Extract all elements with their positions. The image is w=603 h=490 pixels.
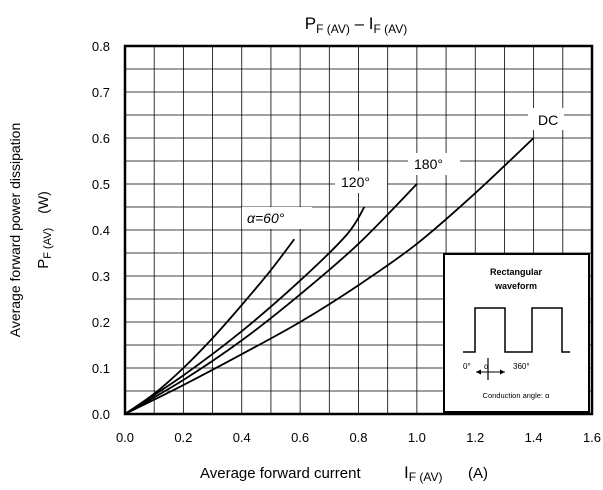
x-tick-label: 0.8 — [349, 430, 367, 445]
y-tick-label: 0.3 — [92, 269, 110, 284]
y-tick-label: 0.4 — [92, 223, 110, 238]
y-tick-label: 0.7 — [92, 85, 110, 100]
x-tick-label: 0.0 — [116, 430, 134, 445]
y-tick-label: 0.6 — [92, 131, 110, 146]
y-tick-label: 0.2 — [92, 315, 110, 330]
y-axis-label-line2: PF (AV)(W) — [35, 191, 54, 269]
plot-frame — [123, 44, 594, 416]
svg-text:180°: 180° — [414, 156, 443, 172]
series-line-1 — [124, 206, 366, 415]
series-label-60: α=60° — [242, 207, 312, 229]
y-tick-label: 0.5 — [92, 177, 110, 192]
x-tick-label: 1.0 — [408, 430, 426, 445]
y-tick-label: 0.8 — [92, 39, 110, 54]
y-tick-label: 0.1 — [92, 361, 110, 376]
x-tick-label: 1.4 — [525, 430, 543, 445]
tick-labels: 0.0 0.2 0.4 0.6 0.8 1.0 1.2 1.4 1.6 0.0 0.1 0.2 0.3 0… — [92, 39, 601, 445]
svg-text:waveform: waveform — [494, 281, 537, 291]
series-label-120: 120° — [335, 171, 387, 193]
waveform-inset: Rectangular waveform 0° α 360° Conductio… — [443, 253, 590, 413]
x-tick-label: 1.6 — [583, 430, 601, 445]
series-line-0 — [124, 238, 296, 415]
svg-text:Rectangular: Rectangular — [490, 267, 543, 277]
y-axis-label-line1: Average forward power dissipation — [7, 123, 23, 338]
x-axis-label: Average forward current IF (AV) (A) — [200, 463, 488, 484]
svg-text:Conduction angle: α: Conduction angle: α — [483, 391, 551, 400]
series-line-2 — [124, 183, 418, 415]
chart-title: PF (AV) – IF (AV) — [305, 14, 408, 36]
y-tick-label: 0.0 — [92, 407, 110, 422]
x-tick-label: 0.2 — [174, 430, 192, 445]
series-label-180: 180° — [408, 153, 460, 175]
rectangular-waveform — [463, 307, 570, 353]
series-label-dc: DC — [528, 108, 564, 130]
svg-text:360°: 360° — [513, 362, 530, 371]
svg-text:120°: 120° — [341, 174, 370, 190]
svg-text:α: α — [484, 362, 489, 371]
x-tick-label: 0.4 — [233, 430, 251, 445]
series-line-3 — [124, 137, 535, 415]
x-tick-label: 0.6 — [291, 430, 309, 445]
series-lines — [124, 137, 535, 415]
x-tick-label: 1.2 — [466, 430, 484, 445]
svg-text:DC: DC — [538, 112, 558, 128]
svg-text:α=60°: α=60° — [247, 210, 285, 226]
svg-text:0°: 0° — [463, 362, 471, 371]
